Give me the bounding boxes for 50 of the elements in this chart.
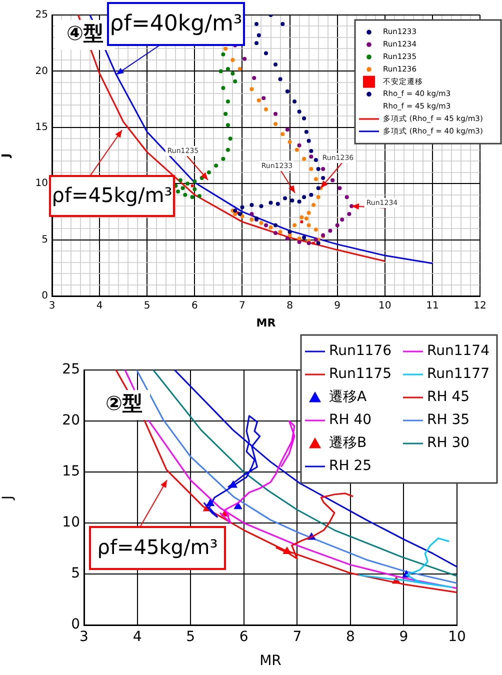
y-tick-label: 25 (35, 10, 48, 21)
x-tick-label: 3 (48, 300, 56, 312)
y-tick-label: 10 (62, 514, 80, 531)
x-tick-label: 8 (346, 629, 355, 646)
legend-label: Run1176 (329, 343, 392, 360)
annotation: ρf=45kg/m³ (52, 183, 172, 208)
y-tick-label: 15 (62, 464, 80, 480)
x-tick-label: 10 (378, 300, 392, 312)
x-tick-label: 4 (96, 300, 103, 312)
y-tick-label: 5 (71, 566, 80, 582)
x-tick-label: 7 (239, 300, 246, 312)
x-tick-label: 12 (474, 300, 486, 312)
x-tick-label: 3 (80, 629, 88, 646)
annotation: ρf=40kg/m³ (110, 12, 242, 37)
x-tick-label: 9 (399, 629, 408, 646)
x-tick-label: 10 (448, 629, 466, 646)
x-tick-label: 5 (186, 629, 196, 646)
legend-label: 遷移A (329, 389, 367, 406)
legend-label: Run1177 (427, 366, 490, 382)
legend-label: 遷移B (329, 435, 367, 452)
x-tick-label: 7 (292, 629, 302, 646)
x-axis-title: MR (260, 653, 282, 670)
y-tick-label: 20 (62, 412, 80, 429)
y-tick-label: 5 (42, 234, 48, 246)
legend-label: Run1175 (329, 366, 392, 382)
y-tick-label: 20 (35, 66, 48, 77)
x-tick-label: 6 (191, 300, 198, 312)
x-tick-label: 11 (426, 300, 439, 312)
x-tick-label: 5 (144, 300, 150, 312)
y-tick-label: 0 (71, 616, 80, 633)
legend-label: RH 40 (329, 412, 372, 428)
x-tick-label: 4 (132, 629, 142, 646)
y-axis-title: J (0, 495, 16, 501)
y-axis-title: J (0, 153, 12, 159)
y-tick-label: 25 (62, 362, 80, 378)
y-tick-label: 15 (35, 122, 48, 133)
legend-label: RH 45 (427, 389, 470, 406)
legend-label: RH 25 (329, 458, 372, 474)
legend-label: RH 35 (427, 412, 470, 428)
annotation: ②型 (106, 391, 142, 416)
legend-label: RH 30 (427, 435, 470, 452)
x-tick-label: 9 (334, 300, 341, 312)
x-axis-title: MR (256, 316, 276, 330)
x-tick-label: 8 (286, 300, 293, 312)
annotation: ρf=45kg/m³ (97, 535, 218, 560)
annotation: ④型 (66, 21, 104, 46)
legend-label: Run1174 (427, 343, 490, 360)
x-tick-label: 6 (239, 629, 248, 646)
y-tick-label: 10 (35, 178, 48, 190)
y-tick-label: 0 (42, 290, 48, 302)
